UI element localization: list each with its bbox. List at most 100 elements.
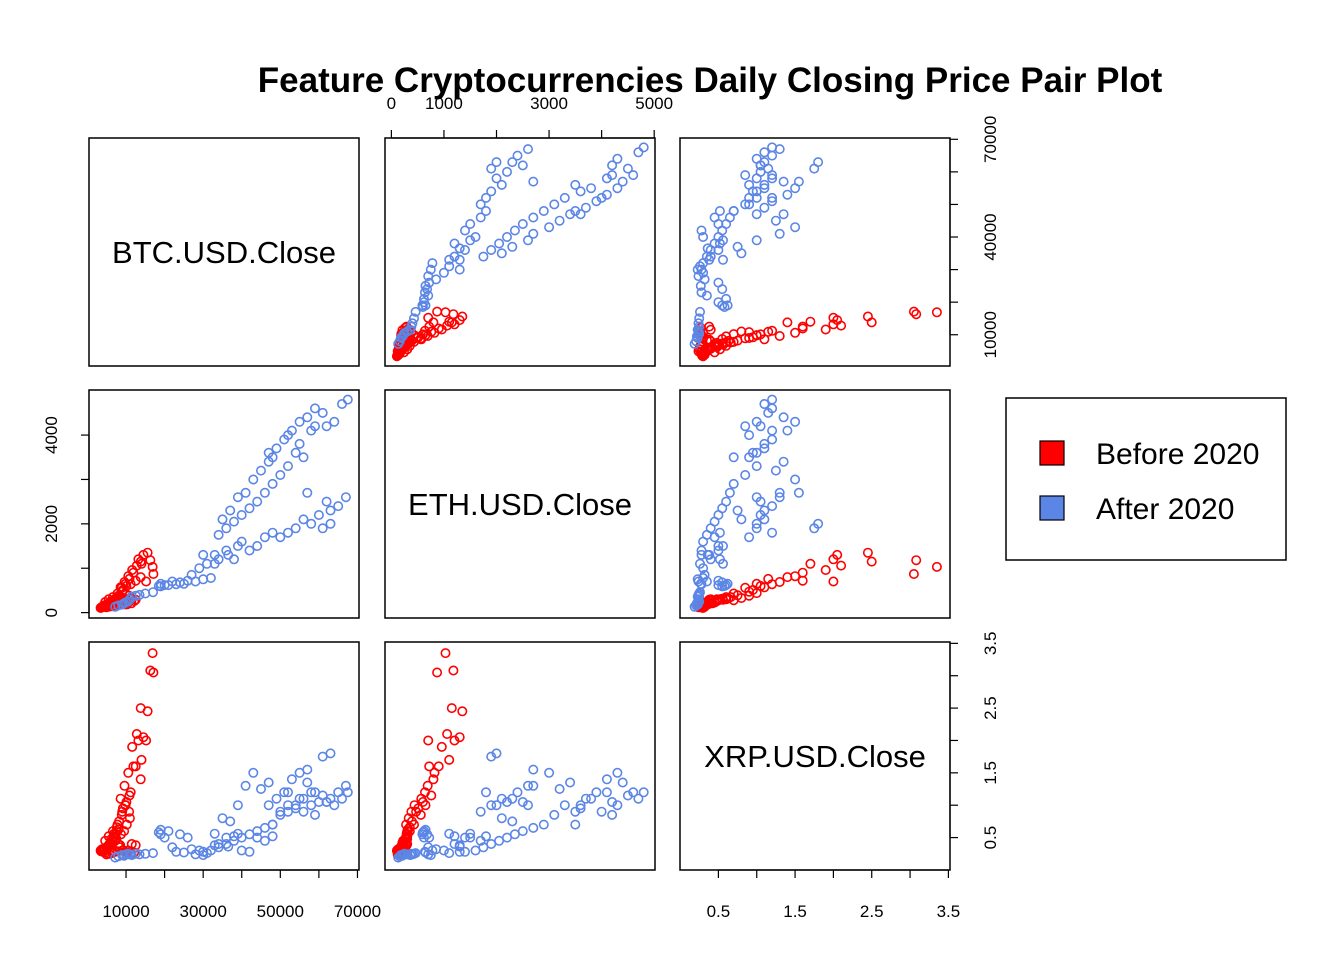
legend-swatch-before	[1039, 440, 1065, 466]
point-after-2020	[774, 487, 785, 498]
point-before-2020	[148, 667, 159, 678]
point-before-2020	[931, 561, 942, 572]
point-after-2020	[522, 780, 533, 791]
point-after-2020	[544, 767, 555, 778]
point-after-2020	[759, 505, 770, 516]
tick-label-xrp-right: 3.5	[981, 632, 1000, 656]
point-after-2020	[475, 212, 486, 223]
point-after-2020	[612, 767, 623, 778]
point-after-2020	[628, 170, 639, 181]
tick-label-btc-bottom: 50000	[257, 902, 304, 921]
point-after-2020	[633, 793, 644, 804]
point-before-2020	[862, 311, 873, 322]
point-after-2020	[778, 209, 789, 220]
point-after-2020	[282, 430, 293, 441]
point-after-2020	[459, 225, 470, 236]
point-after-2020	[459, 846, 470, 857]
point-after-2020	[565, 777, 576, 788]
point-before-2020	[440, 648, 451, 659]
point-after-2020	[528, 780, 539, 791]
point-after-2020	[759, 438, 770, 449]
point-after-2020	[317, 523, 328, 534]
point-after-2020	[512, 150, 523, 161]
point-after-2020	[528, 176, 539, 187]
point-after-2020	[470, 232, 481, 243]
point-after-2020	[517, 796, 528, 807]
panel-BTC.USD.Close-vs-ETH.USD.Close	[384, 137, 656, 367]
point-after-2020	[294, 438, 305, 449]
point-after-2020	[575, 209, 586, 220]
point-after-2020	[767, 425, 778, 436]
point-before-2020	[398, 347, 409, 358]
point-after-2020	[480, 192, 491, 203]
point-after-2020	[591, 787, 602, 798]
point-before-2020	[767, 325, 778, 336]
point-after-2020	[427, 258, 438, 269]
point-after-2020	[290, 523, 301, 534]
point-after-2020	[444, 261, 455, 272]
point-after-2020	[740, 469, 751, 480]
panel-ETH.USD.Close-vs-BTC.USD.Close	[88, 389, 360, 619]
point-after-2020	[694, 313, 705, 324]
point-before-2020	[136, 558, 147, 569]
point-after-2020	[601, 787, 612, 798]
legend: Before 2020 After 2020	[1005, 397, 1287, 561]
tick-label-eth-left: 0	[42, 608, 61, 617]
point-after-2020	[148, 848, 159, 859]
chart-title: Feature Cryptocurrencies Daily Closing P…	[258, 61, 1163, 100]
point-after-2020	[449, 238, 460, 249]
point-after-2020	[444, 828, 455, 839]
point-after-2020	[329, 416, 340, 427]
point-before-2020	[709, 596, 720, 607]
panel-XRP.USD.Close-vs-XRP.USD.Close: XRP.USD.Close	[679, 641, 951, 871]
point-before-2020	[444, 316, 455, 327]
point-after-2020	[767, 394, 778, 405]
point-after-2020	[465, 832, 476, 843]
point-before-2020	[714, 344, 725, 355]
point-after-2020	[759, 443, 770, 454]
point-after-2020	[714, 554, 725, 565]
point-before-2020	[740, 333, 751, 344]
point-after-2020	[713, 277, 724, 288]
point-after-2020	[728, 206, 739, 217]
point-before-2020	[415, 809, 426, 820]
point-after-2020	[701, 576, 712, 587]
point-after-2020	[275, 469, 286, 480]
point-after-2020	[751, 153, 762, 164]
point-after-2020	[763, 407, 774, 418]
point-after-2020	[607, 809, 618, 820]
point-after-2020	[438, 267, 449, 278]
tick-label-btc-right: 40000	[981, 213, 1000, 260]
point-after-2020	[182, 832, 193, 843]
point-after-2020	[528, 822, 539, 833]
point-after-2020	[340, 492, 351, 503]
point-after-2020	[148, 587, 159, 598]
point-after-2020	[717, 540, 728, 551]
tick-label-xrp-bottom: 0.5	[707, 902, 731, 921]
panel-XRP.USD.Close-vs-ETH.USD.Close	[384, 641, 656, 871]
point-before-2020	[908, 568, 919, 579]
point-after-2020	[549, 809, 560, 820]
point-after-2020	[271, 443, 282, 454]
point-after-2020	[612, 153, 623, 164]
point-after-2020	[229, 554, 240, 565]
point-after-2020	[601, 774, 612, 785]
point-after-2020	[751, 461, 762, 472]
point-after-2020	[744, 199, 755, 210]
point-before-2020	[392, 346, 403, 357]
panel-ETH.USD.Close-vs-ETH.USD.Close: ETH.USD.Close	[384, 389, 656, 619]
point-after-2020	[424, 832, 435, 843]
point-before-2020	[128, 761, 139, 772]
point-after-2020	[217, 514, 228, 525]
point-after-2020	[549, 199, 560, 210]
point-after-2020	[259, 487, 270, 498]
point-after-2020	[586, 183, 597, 194]
point-after-2020	[732, 241, 743, 252]
point-after-2020	[617, 176, 628, 187]
point-after-2020	[317, 407, 328, 418]
point-after-2020	[153, 827, 164, 838]
point-after-2020	[282, 800, 293, 811]
point-after-2020	[302, 777, 313, 788]
point-after-2020	[736, 514, 747, 525]
panel-ETH.USD.Close-vs-XRP.USD.Close	[679, 389, 951, 619]
